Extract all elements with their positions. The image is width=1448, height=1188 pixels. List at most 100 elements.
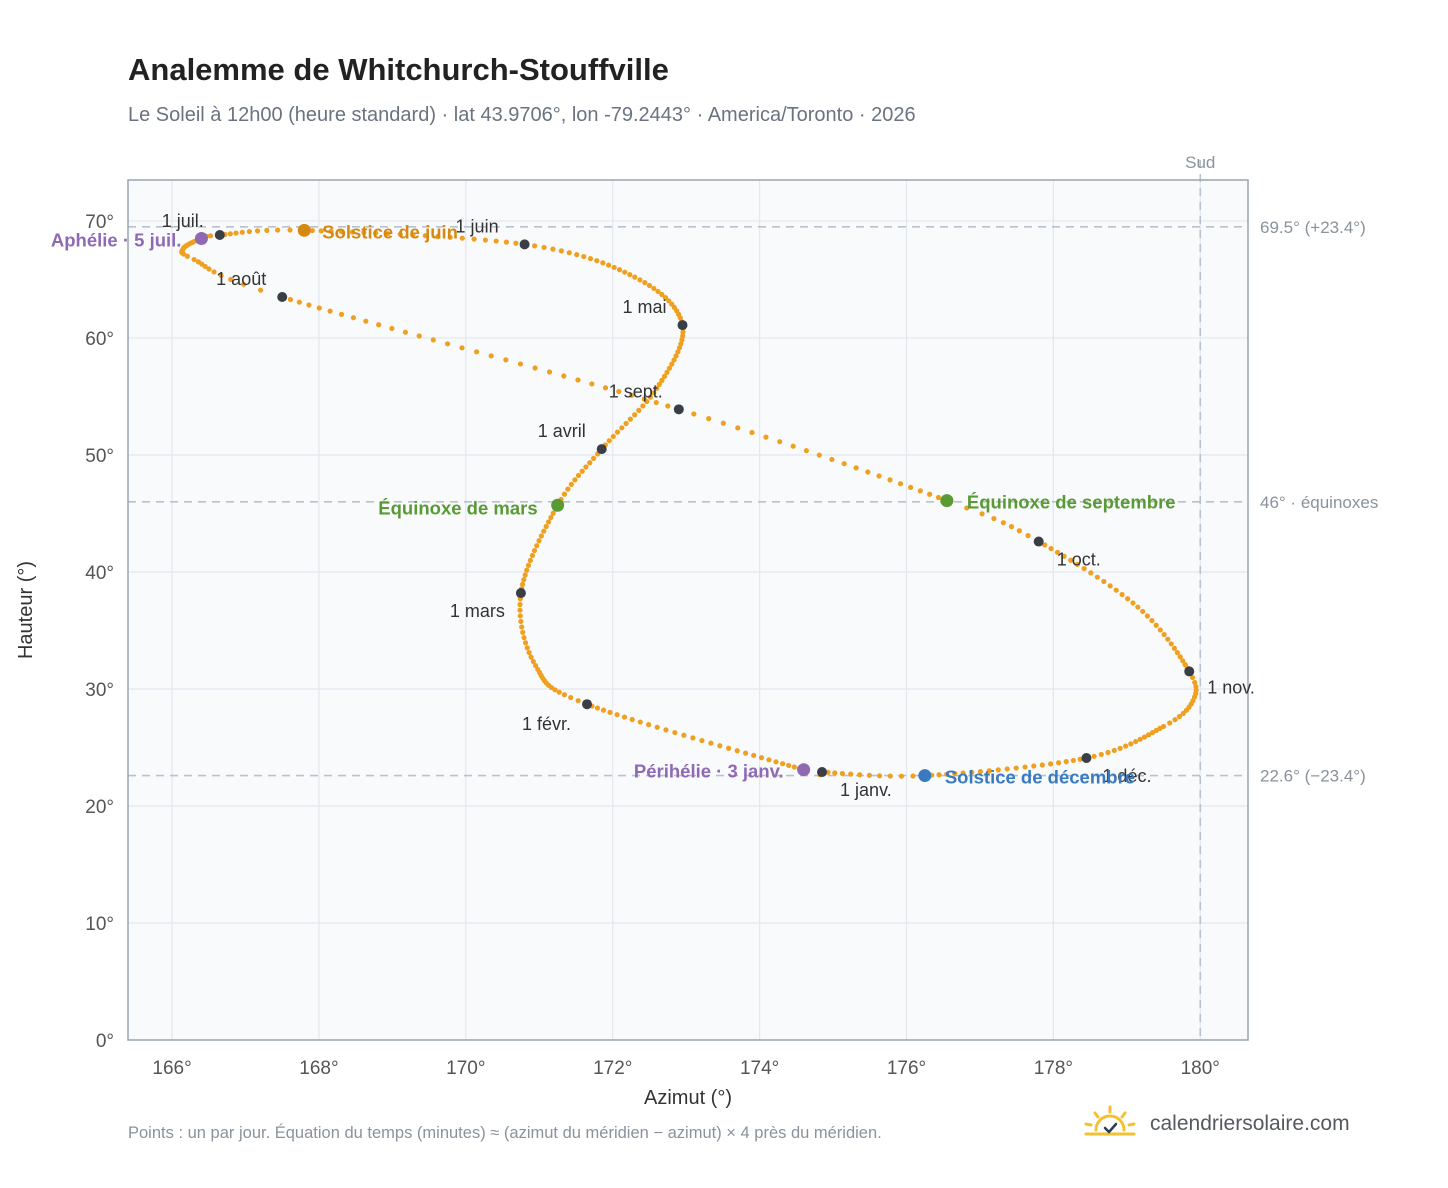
- daily-point: [191, 256, 197, 263]
- month-label: 1 mars: [450, 601, 505, 621]
- key-point-label: Équinoxe de septembre: [967, 492, 1176, 513]
- daily-point: [526, 649, 532, 656]
- daily-point: [521, 577, 527, 583]
- daily-point: [829, 456, 835, 463]
- daily-point: [676, 345, 683, 351]
- daily-point: [211, 269, 217, 275]
- month-label: 1 févr.: [522, 714, 571, 734]
- daily-point: [1123, 743, 1129, 749]
- key-point-label: Aphélie · 5 juil.: [51, 230, 182, 251]
- daily-point: [459, 235, 465, 241]
- brand[interactable]: calendriersolaire.com: [1082, 1104, 1350, 1144]
- reference-line-label: 22.6° (−23.4°): [1260, 767, 1366, 786]
- daily-point: [832, 770, 838, 776]
- daily-point: [632, 274, 638, 280]
- month-marker: [277, 292, 288, 303]
- daily-point: [655, 288, 661, 295]
- reference-line-label: Sud: [1185, 153, 1215, 172]
- daily-point: [527, 557, 533, 564]
- daily-point: [1157, 627, 1163, 633]
- daily-point: [1144, 613, 1151, 619]
- daily-point: [979, 511, 985, 517]
- daily-point: [659, 291, 665, 298]
- daily-point: [561, 692, 568, 698]
- daily-point: [614, 429, 621, 435]
- daily-point: [1141, 734, 1148, 740]
- daily-point: [587, 256, 594, 262]
- daily-point: [675, 349, 681, 355]
- daily-point: [519, 624, 525, 630]
- daily-point: [1061, 553, 1067, 559]
- daily-point: [522, 572, 528, 578]
- month-marker: [515, 588, 526, 599]
- daily-point: [651, 285, 657, 292]
- daily-point: [664, 369, 670, 375]
- daily-point: [532, 365, 538, 371]
- month-marker: [677, 320, 688, 331]
- daily-point: [385, 231, 391, 237]
- daily-point: [662, 295, 669, 301]
- daily-point: [1088, 570, 1094, 576]
- daily-point: [622, 269, 628, 275]
- daily-point: [538, 533, 544, 539]
- daily-point: [629, 716, 635, 723]
- daily-point: [566, 250, 572, 256]
- daily-point: [517, 607, 523, 613]
- daily-point: [600, 707, 607, 713]
- daily-point: [473, 349, 480, 355]
- daily-point: [866, 772, 872, 778]
- daily-point: [575, 377, 581, 383]
- daily-point: [558, 248, 564, 254]
- daily-point: [671, 357, 677, 363]
- x-tick-label: 170°: [446, 1058, 485, 1079]
- daily-point: [579, 468, 585, 474]
- daily-point: [373, 230, 379, 236]
- daily-point: [531, 547, 538, 554]
- daily-point: [435, 233, 441, 240]
- daily-point: [1047, 761, 1054, 767]
- daily-point: [1137, 736, 1143, 742]
- x-tick-label: 180°: [1181, 1058, 1220, 1079]
- daily-point: [227, 231, 233, 237]
- daily-point: [594, 258, 600, 264]
- daily-point: [583, 464, 589, 470]
- daily-point: [228, 276, 234, 283]
- daily-point: [493, 238, 499, 244]
- daily-point: [927, 491, 933, 497]
- daily-point: [766, 757, 772, 763]
- daily-point: [777, 439, 783, 445]
- daily-point: [680, 333, 686, 339]
- daily-point: [416, 333, 422, 339]
- daily-point: [1146, 732, 1152, 738]
- daily-point: [848, 771, 854, 777]
- x-axis-label: Azimut (°): [644, 1087, 732, 1109]
- daily-point: [1153, 727, 1159, 734]
- daily-point: [1016, 528, 1022, 534]
- daily-point: [1031, 763, 1037, 769]
- reference-line-label: 69.5° (+23.4°): [1260, 218, 1366, 237]
- daily-point: [430, 337, 436, 343]
- daily-point: [574, 251, 580, 258]
- daily-point: [647, 394, 653, 400]
- daily-point: [533, 662, 539, 669]
- daily-point: [1025, 533, 1031, 539]
- daily-point: [790, 443, 796, 449]
- key-points: Solstice de juin Solstice de décembre Équi…: [51, 221, 1176, 787]
- analemma-curve: [179, 227, 1199, 779]
- daily-point: [853, 465, 859, 471]
- daily-point: [786, 762, 792, 769]
- key-point-label: Solstice de juin: [322, 221, 458, 242]
- daily-point: [841, 461, 847, 467]
- daily-point: [681, 732, 687, 738]
- daily-point: [206, 266, 212, 272]
- reference-lines: 69.5° (+23.4°) 46° · équinoxes 22.6° (−23.…: [128, 153, 1378, 1040]
- daily-point: [734, 748, 740, 754]
- daily-point: [207, 233, 214, 239]
- daily-point: [1094, 574, 1100, 580]
- brand-text[interactable]: calendriersolaire.com: [1150, 1112, 1350, 1135]
- axes: 166° 168° 170° 172° 174° 176° 178° 180° 0° 10° 20°…: [85, 212, 1220, 1079]
- daily-point: [1013, 765, 1019, 771]
- daily-point: [653, 399, 659, 406]
- daily-point: [669, 361, 675, 367]
